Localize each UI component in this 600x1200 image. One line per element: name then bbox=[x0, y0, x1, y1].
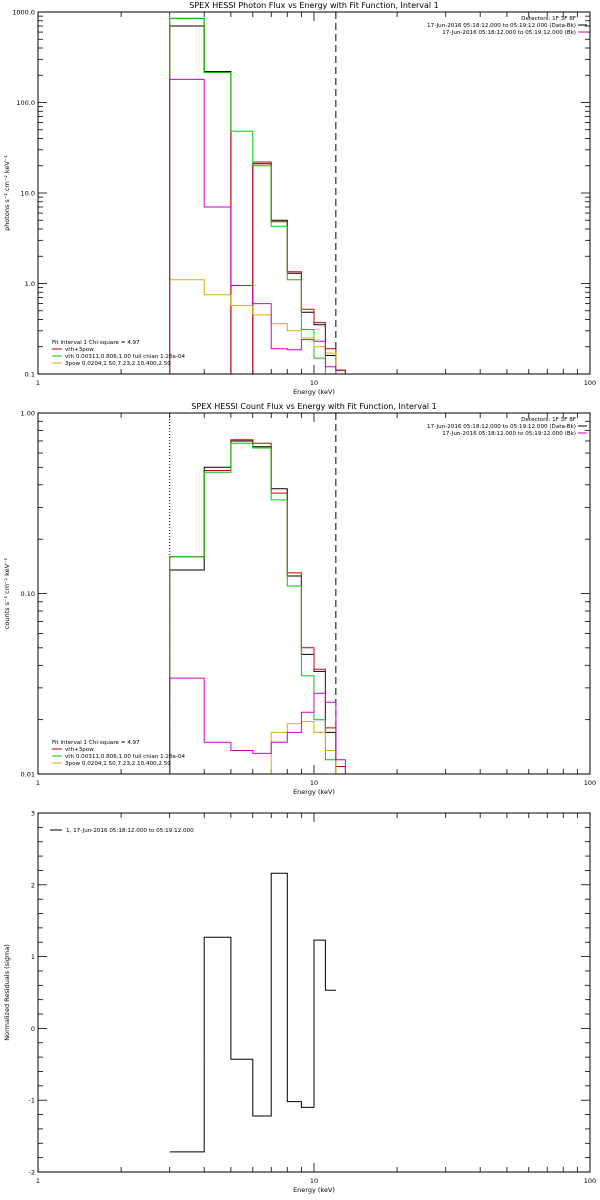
chart-panel-2: SPEX HESSI Count Flux vs Energy with Fit… bbox=[3, 402, 596, 796]
x-axis-label: Energy (keV) bbox=[293, 788, 335, 796]
y-tick-label: 1 bbox=[31, 953, 35, 961]
header-detectors: Detectors: 1F 3F 8F bbox=[521, 417, 576, 423]
legend-header: Fit Interval 1 Chi-square = 4.97 bbox=[52, 340, 140, 346]
plot-frame bbox=[37, 412, 591, 775]
x-axis-label: Energy (keV) bbox=[293, 388, 335, 396]
x-tick-label: 100 bbox=[584, 779, 596, 787]
legend-entry: vth+3pow bbox=[65, 347, 94, 353]
series-3pow bbox=[169, 279, 337, 374]
y-tick-label: 1000.0 bbox=[12, 9, 35, 17]
y-tick-label: 0.01 bbox=[21, 771, 35, 779]
series-3pow bbox=[252, 721, 346, 774]
series-1 bbox=[169, 872, 336, 1153]
x-tick-label: 100 bbox=[584, 379, 596, 387]
y-tick-label: 2 bbox=[31, 881, 35, 889]
y-tick-label: 0 bbox=[31, 1025, 35, 1033]
y-axis-label: counts s⁻¹ cm⁻² keV⁻¹ bbox=[3, 557, 11, 629]
series-vth-3pow bbox=[169, 439, 346, 774]
header-line-data-bk: 17-Jun-2016 05:18:12.000 to 05:19:12.000… bbox=[427, 424, 576, 430]
y-tick-label: 10.0 bbox=[21, 190, 35, 198]
x-tick-label: 1 bbox=[36, 779, 40, 787]
header-line-data-bk: 17-Jun-2016 05:18:12.000 to 05:19:12.000… bbox=[427, 23, 576, 29]
series-bk bbox=[169, 78, 337, 374]
legend-entry: 3pow 0.0204,1.50,7.23,2.10,400,2.50 bbox=[65, 761, 171, 767]
series-vth bbox=[169, 17, 346, 374]
chart-title: SPEX HESSI Photon Flux vs Energy with Fi… bbox=[189, 1, 439, 10]
x-tick-label: 10 bbox=[310, 379, 318, 387]
y-axis-label: Normalized Residuals (sigma) bbox=[3, 944, 11, 1041]
chart-panel-1: SPEX HESSI Photon Flux vs Energy with Fi… bbox=[3, 1, 596, 396]
y-tick-label: -1 bbox=[29, 1097, 35, 1105]
y-tick-label: 1.00 bbox=[21, 410, 35, 418]
series-bk bbox=[169, 677, 346, 774]
legend-entry: vth 0.00311,0.806,1.00 full chian 1.26e-… bbox=[65, 754, 186, 760]
x-tick-label: 10 bbox=[310, 1177, 318, 1185]
legend-header: Fit Interval 1 Chi-square = 4.97 bbox=[52, 740, 140, 746]
chart-title: SPEX HESSI Count Flux vs Energy with Fit… bbox=[191, 402, 436, 411]
y-tick-label: 100.0 bbox=[16, 99, 35, 107]
x-tick-label: 1 bbox=[36, 379, 40, 387]
series-vth bbox=[169, 442, 346, 774]
plot-area bbox=[169, 872, 336, 1153]
y-tick-label: 3 bbox=[31, 810, 35, 818]
header-line-bk: 17-Jun-2016 05:18:12.000 to 05:19:12.000… bbox=[442, 30, 576, 36]
chart-panel-3: 1 10 100 -2 -1 0 1 2 3 Energy (keV) Normalized Res… bbox=[3, 810, 596, 1195]
y-axis-label: photons s⁻¹ cm⁻² keV⁻¹ bbox=[3, 155, 11, 231]
legend-entry: vth 0.00311,0.806,1.00 full chian 1.26e-… bbox=[65, 354, 186, 360]
plot-frame bbox=[37, 812, 591, 1173]
header-line-bk: 17-Jun-2016 05:18:12.000 to 05:19:12.000… bbox=[442, 431, 576, 437]
series-vth-3pow bbox=[169, 17, 346, 374]
legend-entry: vth+3pow bbox=[65, 747, 94, 753]
y-tick-label: 0.10 bbox=[21, 590, 35, 598]
plot-area bbox=[169, 12, 346, 374]
y-tick-label: 0.1 bbox=[25, 371, 35, 379]
header-detectors: Detectors: 1F 3F 8F bbox=[521, 16, 576, 22]
series-data-bk bbox=[169, 25, 346, 374]
legend-entry: 1, 17-Jun-2016 05:18:12.000 to 05:19:12.… bbox=[66, 828, 194, 834]
x-axis-label: Energy (keV) bbox=[293, 1186, 335, 1194]
y-tick-label: 1.0 bbox=[25, 280, 35, 288]
legend-entry: 3pow 0.0204,1.50,7.23,2.10,400,2.50 bbox=[65, 361, 171, 367]
series-data-bk bbox=[169, 440, 346, 774]
x-tick-label: 10 bbox=[310, 779, 318, 787]
plot-area bbox=[169, 413, 346, 774]
x-tick-label: 1 bbox=[36, 1177, 40, 1185]
y-tick-label: -2 bbox=[29, 1169, 35, 1177]
x-tick-label: 100 bbox=[584, 1177, 596, 1185]
plot-frame bbox=[37, 11, 591, 375]
